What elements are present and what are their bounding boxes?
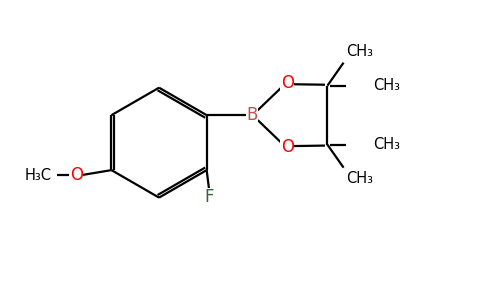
- Text: O: O: [70, 166, 83, 184]
- Text: B: B: [246, 106, 257, 124]
- Text: CH₃: CH₃: [374, 137, 401, 152]
- Text: CH₃: CH₃: [346, 171, 373, 186]
- Text: O: O: [281, 74, 294, 92]
- Text: O: O: [281, 138, 294, 156]
- Text: H₃C: H₃C: [25, 167, 52, 182]
- Text: CH₃: CH₃: [346, 44, 373, 59]
- Text: CH₃: CH₃: [374, 78, 401, 93]
- Text: F: F: [204, 188, 214, 206]
